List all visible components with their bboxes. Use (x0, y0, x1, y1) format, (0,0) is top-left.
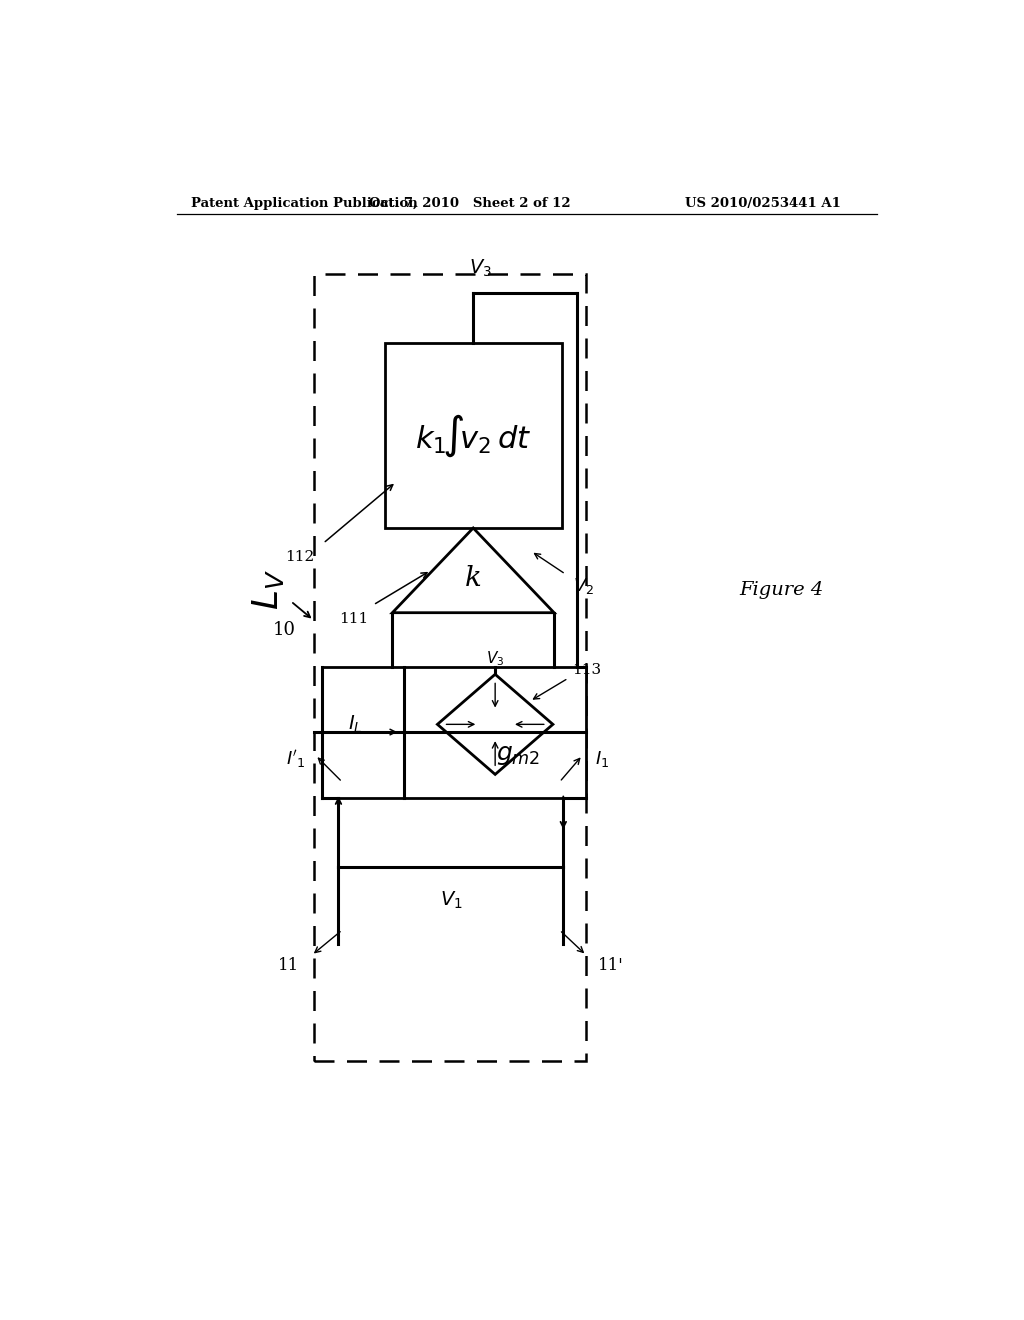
Text: $I_L$: $I_L$ (348, 714, 362, 735)
Text: k: k (465, 565, 481, 591)
Text: $V_3$: $V_3$ (486, 649, 504, 668)
Polygon shape (392, 528, 554, 612)
Text: $V_2$: $V_2$ (573, 576, 594, 595)
Text: $g_{m2}$: $g_{m2}$ (496, 743, 541, 767)
Text: 10: 10 (273, 620, 296, 639)
Text: $I_1$: $I_1$ (595, 748, 609, 770)
Text: $V_3$: $V_3$ (469, 257, 493, 280)
Text: 112: 112 (286, 550, 314, 564)
Text: $L_V$: $L_V$ (250, 569, 286, 610)
Text: 11': 11' (598, 957, 624, 974)
Text: 113: 113 (572, 664, 601, 677)
Text: US 2010/0253441 A1: US 2010/0253441 A1 (685, 197, 841, 210)
Text: Figure 4: Figure 4 (739, 581, 823, 598)
Text: $I'_1$: $I'_1$ (287, 748, 306, 770)
Polygon shape (437, 675, 553, 775)
Bar (385, 343, 562, 528)
Text: $k_1\!\int\! v_2\,dt$: $k_1\!\int\! v_2\,dt$ (415, 412, 531, 459)
Text: 11: 11 (278, 957, 299, 974)
Text: 111: 111 (339, 612, 369, 626)
Text: Patent Application Publication: Patent Application Publication (190, 197, 418, 210)
Text: Oct. 7, 2010   Sheet 2 of 12: Oct. 7, 2010 Sheet 2 of 12 (369, 197, 570, 210)
Text: $V_1$: $V_1$ (439, 890, 462, 911)
Bar (322, 667, 587, 797)
